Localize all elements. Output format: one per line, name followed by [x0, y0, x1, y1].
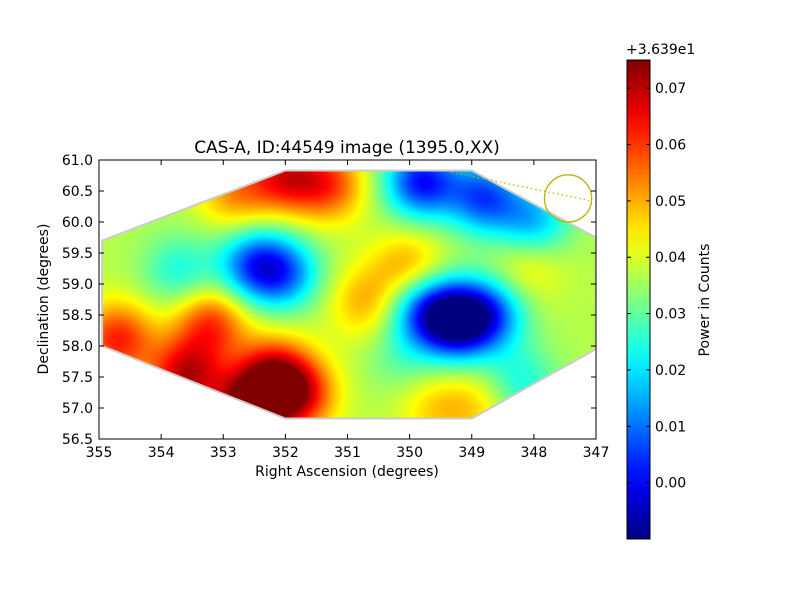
x-tick-label: 355 — [86, 445, 113, 461]
x-tick-label: 352 — [272, 445, 299, 461]
x-tick-label: 349 — [458, 445, 485, 461]
y-tick-label: 59.5 — [62, 246, 93, 262]
y-tick-label: 57.0 — [62, 401, 93, 417]
y-tick-label: 58.5 — [62, 308, 93, 324]
colorbar-tick-label: 0.02 — [655, 363, 686, 379]
x-tick-label: 353 — [210, 445, 237, 461]
x-tick-label: 354 — [148, 445, 175, 461]
colorbar-tick-label: 0.04 — [655, 250, 686, 266]
x-tick-label: 351 — [334, 445, 361, 461]
colorbar-tick-label: 0.06 — [655, 138, 686, 154]
x-axis-label: Right Ascension (degrees) — [255, 464, 439, 480]
x-tick-label: 347 — [583, 445, 610, 461]
y-axis-label: Declination (degrees) — [36, 224, 52, 375]
colorbar-tick-label: 0.07 — [655, 81, 686, 97]
y-tick-label: 60.0 — [62, 215, 93, 231]
chart-title: CAS-A, ID:44549 image (1395.0,XX) — [194, 138, 500, 158]
y-axis: 56.5 57.0 57.5 58.0 58.5 59.0 59.5 60.0 60.5 61.0 — [62, 153, 596, 448]
heatmap-image — [102, 170, 596, 419]
y-tick-label: 56.5 — [62, 432, 93, 448]
field-outline — [101, 169, 596, 420]
colorbar-label: Power in Counts — [697, 244, 713, 357]
y-tick-label: 60.5 — [62, 184, 93, 200]
colorbar-tick-label: 0.03 — [655, 307, 686, 323]
source-marker-circle — [543, 174, 593, 223]
source-marker-line — [446, 170, 592, 202]
colorbar-tick-label: 0.01 — [655, 419, 686, 435]
y-tick-label: 59.0 — [62, 277, 93, 293]
colorbar-tick-label: 0.05 — [655, 194, 686, 210]
y-tick-label: 61.0 — [62, 153, 93, 169]
y-tick-label: 57.5 — [62, 370, 93, 386]
y-tick-label: 58.0 — [62, 339, 93, 355]
colorbar-fill — [627, 60, 650, 539]
x-axis: 355 354 353 352 351 350 349 348 347 — [86, 160, 610, 461]
colorbar-offset-label: +3.639e1 — [626, 42, 695, 58]
colorbar-tick-label: 0.00 — [655, 476, 686, 492]
x-tick-label: 348 — [521, 445, 548, 461]
colorbar-frame — [626, 59, 651, 540]
colorbar: 0.00 0.01 0.02 0.03 0.04 0.05 0.06 0.07 +3.639e… — [626, 42, 713, 540]
colorbar-ticks: 0.00 0.01 0.02 0.03 0.04 0.05 0.06 0.07 — [627, 81, 686, 492]
x-tick-label: 350 — [396, 445, 423, 461]
heatmap-area — [101, 169, 596, 420]
